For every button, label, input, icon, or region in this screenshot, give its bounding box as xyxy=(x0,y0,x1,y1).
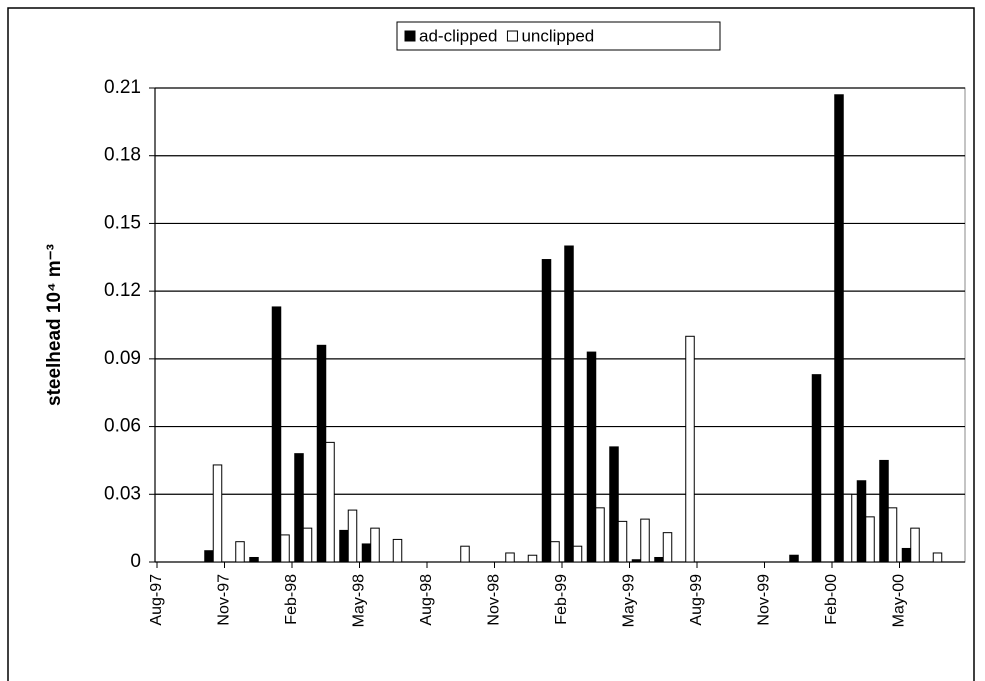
bar xyxy=(235,541,245,563)
x-tick-label: Aug-99 xyxy=(688,574,705,626)
bar xyxy=(527,554,538,563)
bar xyxy=(339,529,349,563)
y-tick-label: 0.03 xyxy=(104,483,141,504)
y-tick-label: 0.21 xyxy=(104,77,141,98)
bar xyxy=(572,545,583,563)
bar xyxy=(617,520,628,563)
x-tick-label: Feb-99 xyxy=(553,574,570,625)
bar xyxy=(865,516,875,563)
chart-border xyxy=(7,7,975,681)
x-tick-label: Nov-99 xyxy=(756,574,773,626)
y-tick-label: 0 xyxy=(130,551,141,572)
x-tick-label: Nov-97 xyxy=(216,574,233,626)
bar xyxy=(361,543,372,563)
bar xyxy=(631,559,642,563)
legend-box xyxy=(396,21,721,51)
x-tick-label: Feb-00 xyxy=(823,574,840,625)
x-tick-label: May-98 xyxy=(351,574,368,627)
bar xyxy=(316,344,327,563)
bar xyxy=(834,94,844,563)
bar xyxy=(910,527,920,563)
bar xyxy=(460,545,470,563)
legend-label: ad-clipped xyxy=(419,26,497,45)
bar xyxy=(204,550,214,563)
y-tick-label: 0.12 xyxy=(104,280,141,301)
bar xyxy=(662,532,673,563)
bar xyxy=(586,351,597,563)
bar xyxy=(789,554,799,563)
bar xyxy=(685,335,695,563)
bar xyxy=(901,547,912,563)
bar xyxy=(280,534,290,563)
bar xyxy=(325,441,335,563)
bar xyxy=(370,527,380,563)
bar xyxy=(294,453,304,563)
bar xyxy=(842,493,853,563)
bar xyxy=(887,507,898,563)
bar xyxy=(564,245,574,563)
bar xyxy=(856,480,867,563)
bar xyxy=(811,374,822,563)
bar xyxy=(302,527,313,563)
y-tick-label: 0.06 xyxy=(104,416,141,437)
x-tick-label: Nov-98 xyxy=(486,574,503,626)
x-tick-label: Feb-98 xyxy=(283,574,300,625)
legend-swatch xyxy=(404,30,416,42)
legend-swatch xyxy=(506,30,518,42)
y-tick-label: 0.18 xyxy=(104,145,141,166)
x-tick-label: Aug-97 xyxy=(148,574,165,626)
bar xyxy=(392,538,403,563)
bar xyxy=(879,459,889,563)
bar xyxy=(271,306,282,563)
bar xyxy=(932,552,943,563)
bar xyxy=(249,556,259,563)
bar xyxy=(640,518,650,563)
x-tick-label: May-00 xyxy=(891,574,908,627)
bar xyxy=(541,259,552,563)
bar xyxy=(595,507,605,563)
x-tick-label: May-99 xyxy=(621,574,638,627)
x-tick-label: Aug-98 xyxy=(418,574,435,626)
y-tick-label: 0.09 xyxy=(104,348,141,369)
bar xyxy=(654,556,664,563)
bar xyxy=(609,446,619,563)
bar xyxy=(505,552,515,563)
bar xyxy=(550,541,560,563)
legend-label: unclipped xyxy=(521,26,594,45)
bar xyxy=(212,464,223,563)
y-tick-label: 0.15 xyxy=(104,212,141,233)
bar xyxy=(347,509,358,563)
y-axis-label: steelhead 10⁴ m⁻³ xyxy=(44,244,65,406)
